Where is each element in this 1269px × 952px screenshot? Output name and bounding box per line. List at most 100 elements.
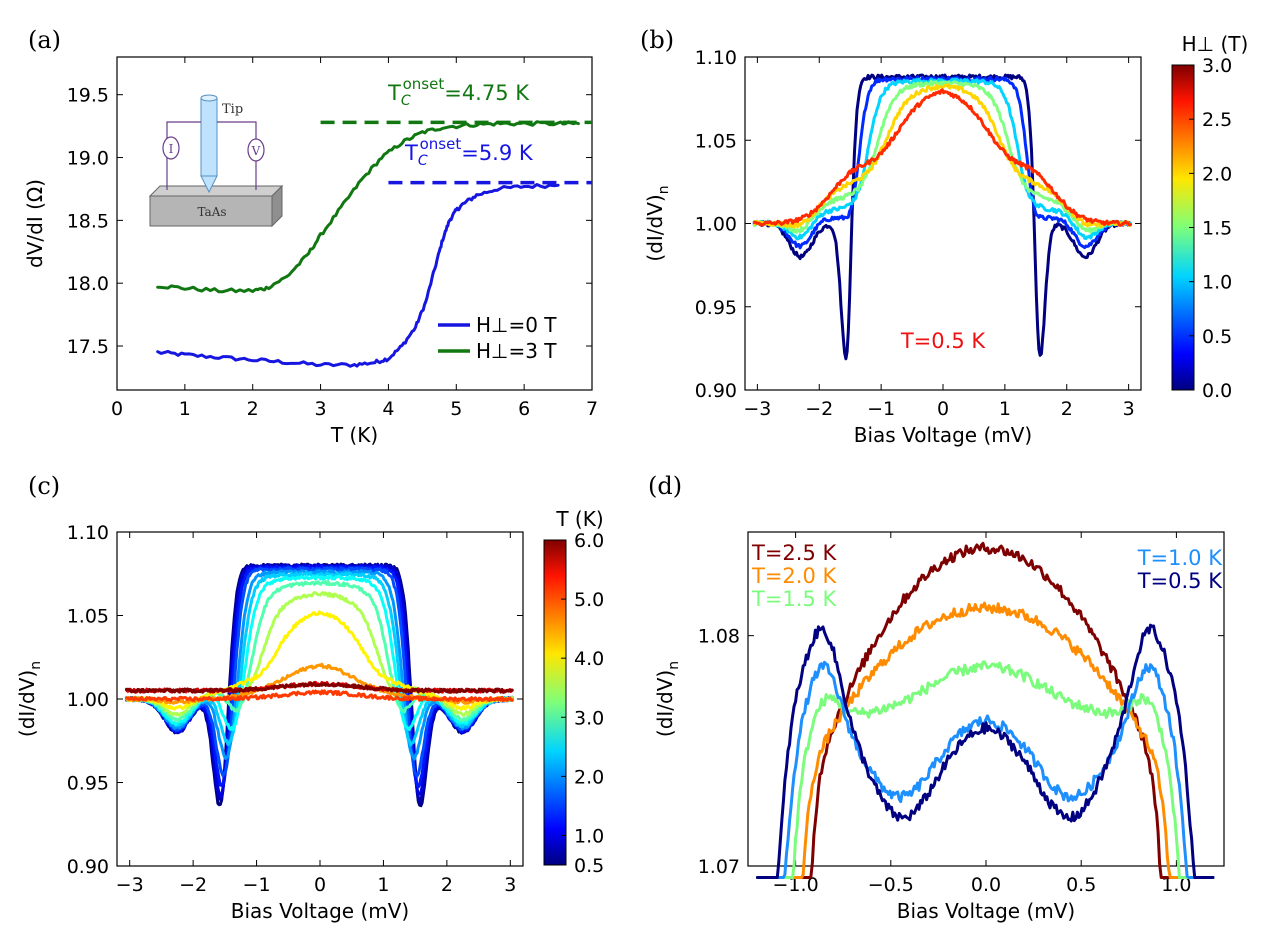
panel-a: 0 1 2 3 4 5 6 7 17.5 18.0 18.5 19.0 19.5 T (K) dV/dI (… xyxy=(23,56,598,447)
b-ytick-label-1: 0.95 xyxy=(695,297,737,319)
c-cbar-label-6: 6.0 xyxy=(574,530,604,552)
current-meter-label: I xyxy=(169,142,174,156)
c-ytick-label-3: 1.05 xyxy=(67,606,109,628)
b-xtick-label-3: 0 xyxy=(937,398,949,420)
b-cbar-label-2: 1.0 xyxy=(1202,272,1232,294)
b-cbar-label-0: 0.0 xyxy=(1202,380,1232,402)
b-cbar-label-6: 3.0 xyxy=(1202,55,1232,77)
b-xtick-label-1: −2 xyxy=(805,398,833,420)
d-series-1 xyxy=(756,601,1215,879)
b-series-4 xyxy=(752,83,1132,229)
d-label-3: T=1.0 K xyxy=(1137,546,1223,570)
b-cbar-label-4: 2.0 xyxy=(1202,163,1232,185)
a-xtick-label-2: 2 xyxy=(247,398,259,420)
a-ytick-label-1: 18.0 xyxy=(67,273,109,295)
d-label-1: T=2.0 K xyxy=(751,564,837,588)
a-xtick-label-0: 0 xyxy=(111,398,123,420)
inset-schematic: TaAs Tip I V xyxy=(148,94,284,228)
c-series-3 xyxy=(125,564,514,789)
b-cbar-label-5: 2.5 xyxy=(1202,109,1232,131)
d-series-4 xyxy=(756,623,1215,879)
tip-icon xyxy=(200,97,218,177)
d-label-2: T=1.5 K xyxy=(751,587,837,611)
b-ytick-label-2: 1.00 xyxy=(695,214,737,236)
a-ylabel: dV/dI (Ω) xyxy=(23,179,47,268)
a-ytick-label-4: 19.5 xyxy=(67,85,109,107)
c-ytick-label-2: 1.00 xyxy=(67,689,109,711)
c-cbar-label-3: 3.0 xyxy=(574,707,604,729)
d-ytick-label-1: 1.08 xyxy=(698,626,740,648)
c-cbar-label-0: 0.5 xyxy=(574,855,604,877)
b-series-1 xyxy=(752,75,1132,250)
a-xtick-label-6: 6 xyxy=(518,398,530,420)
c-series-14 xyxy=(125,681,514,694)
b-series-5 xyxy=(752,88,1132,227)
c-cbar-title: T (K) xyxy=(555,507,603,531)
d-xtick-label-3: 0.5 xyxy=(1066,874,1096,896)
a-xtick-label-5: 5 xyxy=(450,398,462,420)
b-xtick-label-4: 1 xyxy=(999,398,1011,420)
a-ytick-label-3: 19.0 xyxy=(67,148,109,170)
c-cbar-label-1: 1.0 xyxy=(574,825,604,847)
c-series-12 xyxy=(125,689,514,703)
a-tc-blue-label: TConset=5.9 K xyxy=(404,135,534,169)
panel-b: −3 −2 −1 0 1 2 3 0.90 0.95 1.00 1.05 1.10 Bias Volta… xyxy=(643,32,1248,447)
a-tc-green-label: TConset=4.75 K xyxy=(387,75,530,109)
c-cbar-label-4: 4.0 xyxy=(574,648,604,670)
c-xtick-label-2: −1 xyxy=(243,874,271,896)
c-series-4 xyxy=(125,566,514,778)
d-series-2 xyxy=(756,660,1215,879)
a-legend-label-0: H⊥=0 T xyxy=(476,313,557,337)
c-cbar-label-5: 5.0 xyxy=(574,589,604,611)
d-xtick-label-4: 1.0 xyxy=(1161,874,1191,896)
c-ytick-label-0: 0.90 xyxy=(67,856,109,878)
b-series-2 xyxy=(752,77,1132,241)
c-xtick-label-0: −3 xyxy=(116,874,144,896)
a-ytick-label-2: 18.5 xyxy=(67,210,109,232)
c-xlabel: Bias Voltage (mV) xyxy=(231,899,409,923)
d-xtick-label-2: 0.0 xyxy=(971,874,1001,896)
b-cbar-label-1: 0.5 xyxy=(1202,326,1232,348)
c-series-8 xyxy=(125,580,514,723)
panel-label-c: (c) xyxy=(28,472,60,500)
panel-c: −3 −2 −1 0 1 2 3 0.90 0.95 1.00 1.05 1.10 Bias Volta… xyxy=(15,507,604,923)
tip-label: Tip xyxy=(222,102,243,117)
panel-label-a: (a) xyxy=(28,26,61,54)
d-ytick-label-0: 1.07 xyxy=(698,856,740,878)
c-series-10 xyxy=(125,610,514,711)
d-series-3 xyxy=(756,660,1215,879)
a-xlabel: T (K) xyxy=(330,423,378,447)
b-ytick-label-4: 1.10 xyxy=(695,47,737,69)
b-xtick-label-5: 2 xyxy=(1061,398,1073,420)
c-xtick-label-3: 0 xyxy=(314,874,326,896)
a-xtick-label-7: 7 xyxy=(586,398,598,420)
d-xtick-label-0: −1.0 xyxy=(773,874,819,896)
panel-d: −1.0 −0.5 0.0 0.5 1.0 1.07 1.08 Bias Voltage (m… xyxy=(653,531,1225,923)
c-xtick-label-6: 3 xyxy=(504,874,516,896)
a-plot-frame xyxy=(116,56,593,391)
c-series-2 xyxy=(125,563,514,799)
b-annotation: T=0.5 K xyxy=(900,329,986,353)
a-xtick-label-4: 4 xyxy=(382,398,394,420)
b-ytick-label-3: 1.05 xyxy=(695,130,737,152)
b-series-3 xyxy=(752,79,1132,234)
c-xtick-label-4: 1 xyxy=(377,874,389,896)
sample-label: TaAs xyxy=(197,205,226,219)
b-xtick-label-0: −3 xyxy=(743,398,771,420)
c-cbar-label-2: 2.0 xyxy=(574,766,604,788)
a-ytick-label-0: 17.5 xyxy=(67,336,109,358)
c-colorbar xyxy=(543,539,567,866)
d-label-4: T=0.5 K xyxy=(1137,569,1223,593)
c-ylabel: (dI/dV)n xyxy=(15,661,44,737)
panel-label-d: (d) xyxy=(648,472,682,500)
a-xtick-label-1: 1 xyxy=(179,398,191,420)
b-xtick-label-6: 3 xyxy=(1123,398,1135,420)
a-legend-label-1: H⊥=3 T xyxy=(476,339,557,363)
a-xtick-label-3: 3 xyxy=(315,398,327,420)
d-ylabel: (dI/dV)n xyxy=(653,661,682,737)
voltage-meter-label: V xyxy=(251,144,261,158)
a-series-0 xyxy=(156,183,560,368)
c-xtick-label-1: −2 xyxy=(179,874,207,896)
c-xtick-label-5: 2 xyxy=(441,874,453,896)
